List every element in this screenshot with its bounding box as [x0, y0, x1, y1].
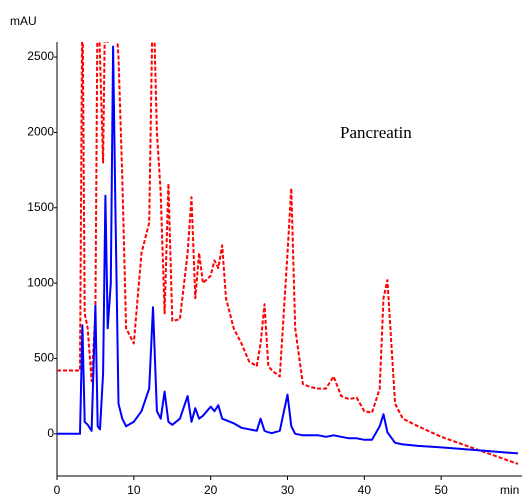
y-tick-label: 1500: [27, 200, 54, 214]
annotation: Pancreatin: [340, 123, 412, 142]
y-tick-label: 2500: [27, 49, 54, 63]
y-axis-label: mAU: [10, 14, 37, 28]
x-tick-label: 50: [434, 483, 448, 497]
series-line: [57, 42, 519, 465]
y-tick-label: 1000: [27, 275, 54, 289]
y-tick-label: 0: [47, 426, 54, 440]
x-tick-label: 0: [54, 483, 61, 497]
x-tick-label: 10: [127, 483, 141, 497]
x-tick-label: 20: [204, 483, 218, 497]
y-tick-label: 2000: [27, 125, 54, 139]
x-tick-label: 30: [281, 483, 295, 497]
x-axis-label: min: [500, 483, 519, 497]
y-tick-label: 500: [34, 351, 54, 365]
x-tick-label: 40: [358, 483, 372, 497]
series-line: [57, 45, 519, 455]
plot-area: [57, 42, 519, 465]
